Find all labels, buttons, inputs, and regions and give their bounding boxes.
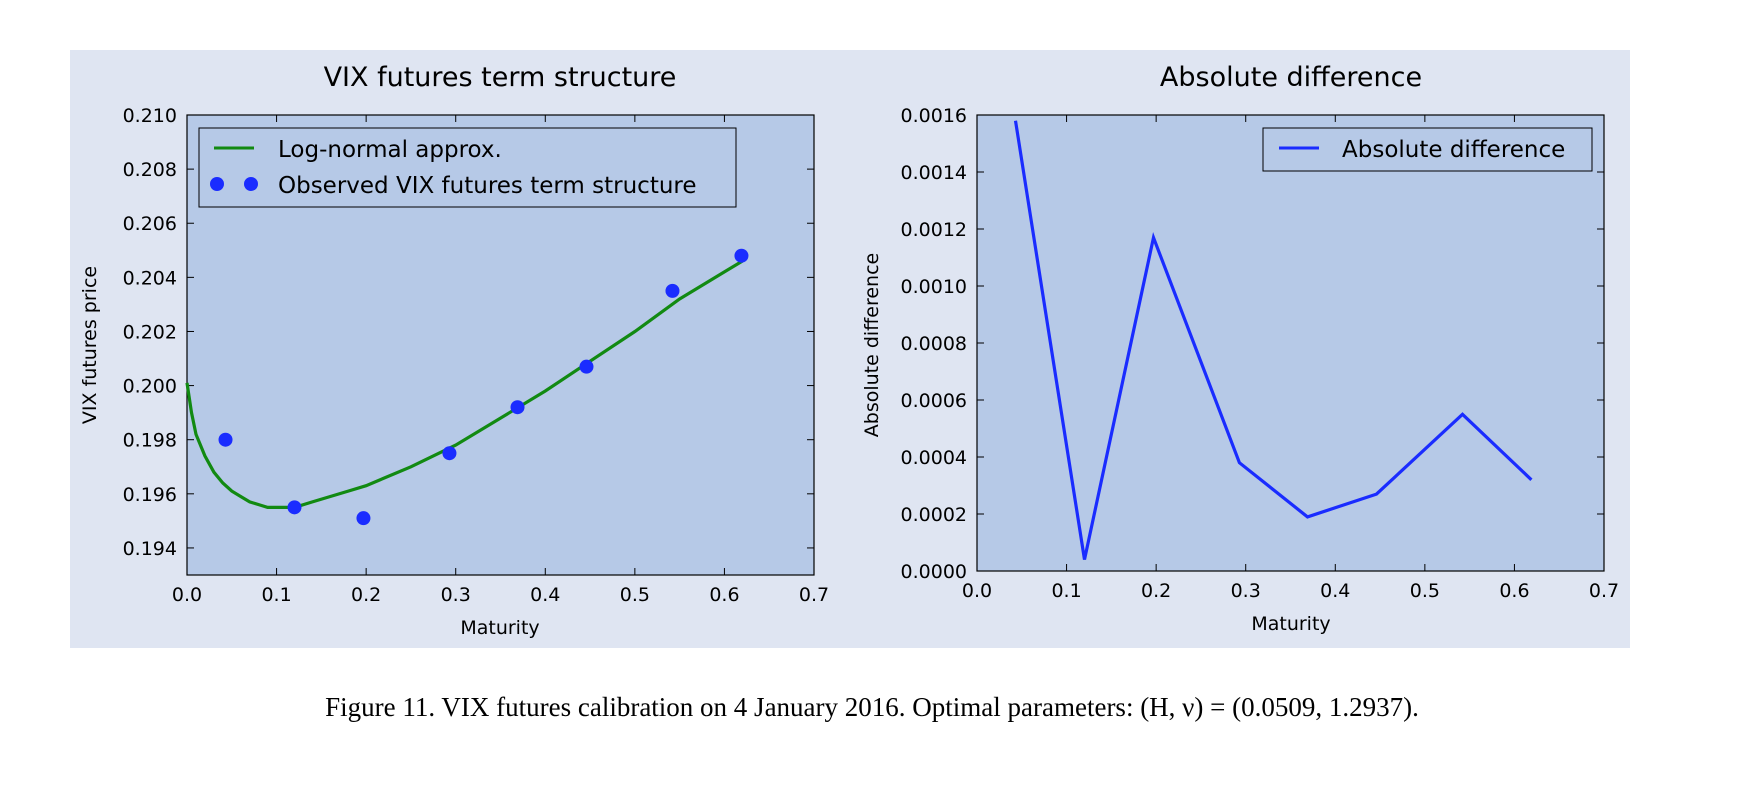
left-ytick-label: 0.204 [123, 267, 177, 289]
legend-label-lognormal: Log-normal approx. [278, 137, 502, 163]
right-ytick-label: 0.0002 [901, 504, 967, 526]
y-axis-label-left: VIX futures price [79, 266, 101, 424]
right-ytick-label: 0.0010 [901, 276, 967, 298]
left-xtick-label: 0.7 [799, 584, 829, 606]
left-ytick-label: 0.206 [123, 213, 177, 235]
left-data-point [579, 359, 594, 374]
chart-title-left: VIX futures term structure [324, 62, 677, 93]
x-axis-label-left: Maturity [460, 617, 539, 639]
left-ytick-label: 0.196 [123, 484, 177, 506]
legend-left: Log-normal approx. Observed VIX futures … [198, 127, 737, 208]
chart-absolute-difference: Absolute difference Maturity Absolute di… [861, 62, 1619, 635]
left-ytick-label: 0.202 [123, 321, 177, 343]
right-ytick-label: 0.0004 [901, 447, 967, 469]
left-data-point [218, 432, 233, 447]
right-xtick-label: 0.5 [1410, 580, 1440, 602]
figure-svg: VIX futures term structure Maturity VIX … [79, 62, 1619, 639]
left-xtick-label: 0.5 [620, 584, 650, 606]
legend-dot-swatch-1 [210, 177, 224, 191]
figure-caption: Figure 11. VIX futures calibration on 4 … [325, 692, 1419, 722]
left-ytick-label: 0.198 [123, 430, 177, 452]
chart-term-structure: VIX futures term structure Maturity VIX … [79, 62, 829, 639]
right-xtick-label: 0.1 [1051, 580, 1081, 602]
left-xtick-label: 0.4 [530, 584, 560, 606]
chart-title-right: Absolute difference [1160, 62, 1422, 93]
right-xtick-label: 0.4 [1320, 580, 1350, 602]
left-data-point [287, 500, 302, 515]
x-axis-label-right: Maturity [1251, 613, 1330, 635]
right-xtick-label: 0.3 [1231, 580, 1261, 602]
plot-area-right [976, 114, 1605, 572]
right-ytick-label: 0.0006 [901, 390, 967, 412]
left-data-point [442, 446, 457, 461]
right-ytick-label: 0.0008 [901, 333, 967, 355]
legend-label-absdiff: Absolute difference [1342, 137, 1565, 163]
left-data-point [510, 400, 525, 415]
left-xtick-label: 0.2 [351, 584, 381, 606]
left-ytick-label: 0.200 [123, 376, 177, 398]
right-xtick-label: 0.6 [1499, 580, 1529, 602]
right-ytick-label: 0.0014 [901, 162, 967, 184]
left-data-point [356, 511, 371, 526]
left-ytick-label: 0.208 [123, 159, 177, 181]
left-xtick-label: 0.6 [709, 584, 739, 606]
left-data-point [665, 283, 680, 298]
legend-label-observed: Observed VIX futures term structure [278, 173, 697, 199]
right-ytick-label: 0.0016 [901, 105, 967, 127]
right-xtick-label: 0.7 [1589, 580, 1619, 602]
right-xtick-label: 0.2 [1141, 580, 1171, 602]
right-series-line-0 [1013, 120, 1533, 560]
left-ytick-label: 0.210 [123, 105, 177, 127]
left-ytick-label: 0.194 [123, 538, 177, 560]
right-xtick-label: 0.0 [962, 580, 992, 602]
left-xtick-label: 0.0 [172, 584, 202, 606]
legend-right: Absolute difference [1262, 127, 1593, 172]
right-ytick-label: 0.0012 [901, 219, 967, 241]
left-xtick-label: 0.1 [261, 584, 291, 606]
legend-box-left [198, 127, 737, 208]
y-axis-label-right: Absolute difference [861, 253, 883, 437]
right-ytick-label: 0.0000 [901, 561, 967, 583]
legend-dot-swatch-2 [244, 177, 258, 191]
left-data-point [734, 248, 749, 263]
left-xtick-label: 0.3 [441, 584, 471, 606]
